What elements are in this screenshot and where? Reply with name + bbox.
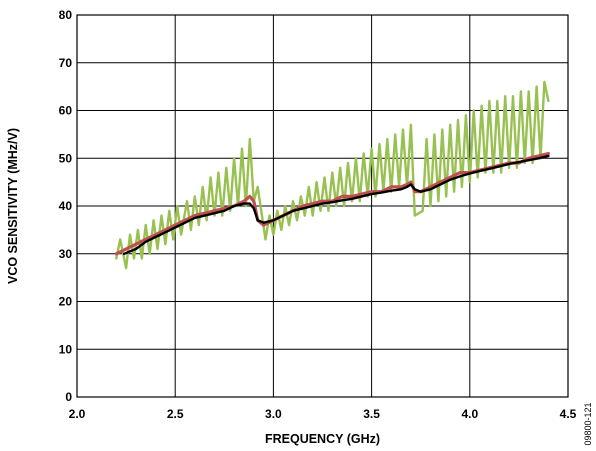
x-tick-label: 3.5 (363, 407, 380, 421)
x-tick-label: 4.5 (560, 407, 577, 421)
series-line-black (122, 154, 550, 255)
x-tick-label: 3.0 (265, 407, 282, 421)
series-layer (114, 80, 550, 270)
x-tick-label: 2.0 (69, 407, 86, 421)
y-tick-label: 40 (59, 199, 73, 213)
y-tick-label: 10 (59, 342, 73, 356)
x-tick-labels: 2.0 2.5 3.0 3.5 4.0 4.5 (69, 407, 577, 421)
y-tick-label: 30 (59, 247, 73, 261)
y-tick-label: 60 (59, 104, 73, 118)
y-tick-label: 70 (59, 56, 73, 70)
y-tick-label: 50 (59, 151, 73, 165)
grid (76, 14, 569, 398)
x-tick-label: 2.5 (167, 407, 184, 421)
figure-id: 09800-121 (583, 402, 593, 445)
series-line-green (115, 80, 550, 270)
y-axis-label: VCO SENSITIVITY (MHz/V) (6, 128, 20, 284)
series-line-red (114, 151, 550, 256)
x-axis-label: FREQUENCY (GHz) (265, 432, 380, 446)
y-tick-label: 20 (59, 295, 73, 309)
y-tick-label: 0 (65, 390, 72, 404)
y-tick-label: 80 (59, 8, 73, 22)
plot-frame (76, 14, 569, 398)
x-tick-label: 4.0 (461, 407, 478, 421)
y-tick-labels: 0 10 20 30 40 50 60 70 80 (59, 8, 73, 404)
